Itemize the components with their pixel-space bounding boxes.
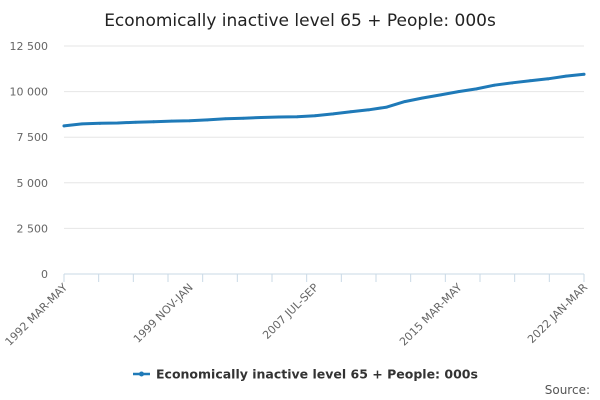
data-point: [546, 77, 550, 81]
legend-marker: [139, 371, 144, 377]
data-point: [80, 122, 84, 126]
data-point: [241, 116, 245, 120]
legend[interactable]: Economically inactive level 65 + People:…: [133, 367, 478, 382]
y-tick-label: 12 500: [10, 40, 49, 53]
data-point: [188, 119, 191, 123]
data-point: [349, 110, 353, 114]
y-tick-label: 7 500: [17, 131, 49, 144]
data-point: [421, 96, 425, 100]
y-tick-label: 2 500: [17, 222, 49, 235]
data-point: [313, 114, 317, 118]
y-axis: 0 2 500 5 000 7 500 10 000 12 500: [10, 40, 49, 281]
data-point: [170, 119, 173, 123]
data-point: [295, 115, 299, 119]
data-point: [582, 72, 586, 76]
data-point: [116, 121, 120, 125]
x-tick-label: 1992 MAR-MAY: [3, 281, 71, 349]
x-tick-label: 1999 NOV-JAN: [131, 281, 196, 346]
data-point: [367, 108, 371, 112]
data-point: [564, 74, 568, 78]
data-point: [98, 121, 102, 125]
y-tick-label: 10 000: [10, 86, 49, 99]
data-point: [439, 93, 442, 97]
data-point: [385, 105, 389, 109]
data-point: [528, 79, 532, 83]
data-point: [152, 120, 156, 124]
legend-label: Economically inactive level 65 + People:…: [156, 367, 478, 382]
data-point: [206, 118, 209, 122]
series-line: [62, 72, 586, 128]
data-point: [259, 116, 263, 119]
data-point: [457, 90, 460, 93]
data-point: [223, 117, 227, 121]
x-tick-label: 2022 JAN-MAR: [525, 281, 590, 346]
x-tick-label: 2015 MAR-MAY: [397, 281, 465, 349]
chart-title: Economically inactive level 65 + People:…: [104, 11, 496, 31]
y-tick-label: 5 000: [17, 177, 49, 190]
series-group: [62, 72, 586, 128]
data-point: [475, 87, 478, 91]
data-point: [403, 100, 407, 104]
source-label: Source:: [545, 383, 590, 397]
data-point: [510, 81, 514, 85]
gridlines: [64, 45, 584, 275]
y-tick-label: 0: [41, 268, 48, 281]
x-axis: 1992 MAR-MAY 1999 NOV-JAN 2007 JUL-SEP 2015…: [3, 274, 590, 349]
data-point: [134, 120, 138, 124]
data-point: [277, 115, 281, 119]
data-point: [331, 112, 335, 116]
data-point: [492, 83, 496, 87]
data-point: [62, 124, 66, 128]
x-tick-label: 2007 JUL-SEP: [260, 281, 321, 342]
